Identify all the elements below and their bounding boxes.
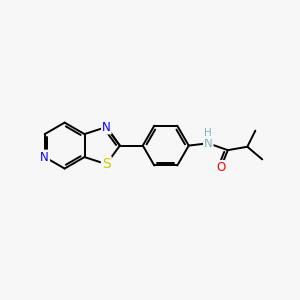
Text: H: H xyxy=(204,128,212,138)
Text: N: N xyxy=(102,121,111,134)
Text: N: N xyxy=(204,137,213,150)
Text: O: O xyxy=(216,161,226,174)
Text: S: S xyxy=(102,157,111,171)
Text: N: N xyxy=(40,151,49,164)
